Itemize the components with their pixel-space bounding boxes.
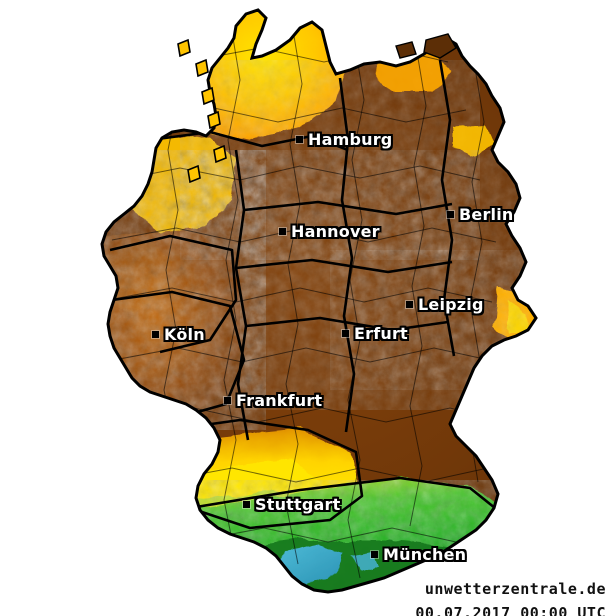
timestamp-watermark: 00.07.2017 00:00 UTC [415, 604, 606, 616]
state-boundaries [109, 59, 501, 530]
layer-baltic-gold [374, 50, 494, 156]
north-sea-islands [177, 38, 227, 184]
layer-brown-shadow [240, 150, 530, 410]
baltic-islands [395, 33, 457, 59]
provider-watermark: unwetterzentrale.de [424, 580, 606, 598]
